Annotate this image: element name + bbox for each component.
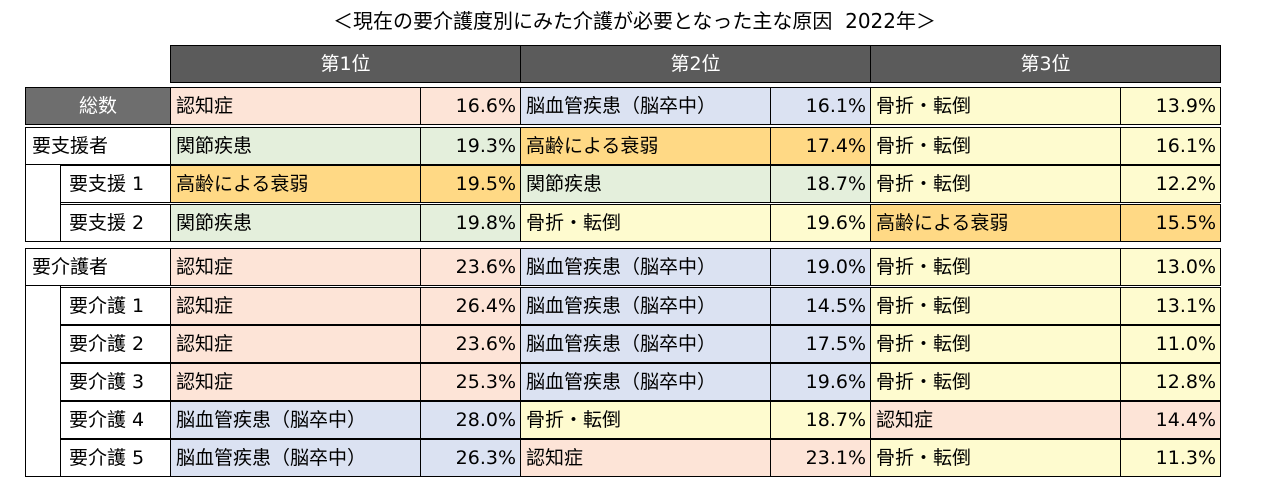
cause-percentage: 13.9%	[1120, 87, 1221, 125]
cause-name: 高齢による衰弱	[170, 165, 421, 203]
cause-percentage: 12.8%	[1120, 363, 1221, 401]
cause-percentage: 16.1%	[770, 87, 871, 125]
cause-percentage: 18.7%	[770, 401, 871, 439]
cause-percentage: 16.6%	[420, 87, 521, 125]
row-label: 要介護 1	[60, 287, 171, 325]
cause-percentage: 19.0%	[770, 248, 871, 286]
cause-percentage: 17.5%	[770, 325, 871, 363]
cause-percentage: 16.1%	[1120, 127, 1221, 165]
cause-percentage: 14.5%	[770, 287, 871, 325]
group-bracket	[25, 248, 61, 477]
cause-name: 脳血管疾患（脳卒中）	[520, 363, 771, 401]
cause-name: 関節疾患	[170, 127, 421, 165]
cause-name: 関節疾患	[520, 165, 771, 203]
cause-percentage: 23.6%	[420, 325, 521, 363]
cause-name: 認知症	[170, 248, 421, 286]
cause-percentage: 25.3%	[420, 363, 521, 401]
cause-percentage: 19.8%	[420, 204, 521, 242]
row-label: 要介護 4	[60, 401, 171, 439]
cause-percentage: 19.5%	[420, 165, 521, 203]
cause-percentage: 19.6%	[770, 363, 871, 401]
cause-percentage: 13.0%	[1120, 248, 1221, 286]
cause-percentage: 11.3%	[1120, 439, 1221, 477]
cause-name: 関節疾患	[170, 204, 421, 242]
cause-name: 骨折・転倒	[870, 87, 1121, 125]
cause-name: 骨折・転倒	[520, 204, 771, 242]
row-label: 要介護 3	[60, 363, 171, 401]
cause-percentage: 18.7%	[770, 165, 871, 203]
cause-name: 高齢による衰弱	[870, 204, 1121, 242]
cause-name: 骨折・転倒	[870, 287, 1121, 325]
row-label: 要介護者	[25, 248, 171, 286]
cause-name: 脳血管疾患（脳卒中）	[520, 287, 771, 325]
cause-name: 脳血管疾患（脳卒中）	[520, 248, 771, 286]
cause-percentage: 19.6%	[770, 204, 871, 242]
cause-name: 認知症	[870, 401, 1121, 439]
row-label: 要支援 1	[60, 165, 171, 203]
cause-name: 脳血管疾患（脳卒中）	[520, 87, 771, 125]
cause-percentage: 11.0%	[1120, 325, 1221, 363]
cause-name: 認知症	[170, 287, 421, 325]
cause-name: 骨折・転倒	[870, 325, 1121, 363]
row-label: 要介護 5	[60, 439, 171, 477]
cause-percentage: 17.4%	[770, 127, 871, 165]
cause-name: 脳血管疾患（脳卒中）	[170, 439, 421, 477]
cause-name: 骨折・転倒	[870, 165, 1121, 203]
row-label: 要介護 2	[60, 325, 171, 363]
cause-percentage: 15.5%	[1120, 204, 1221, 242]
cause-percentage: 14.4%	[1120, 401, 1221, 439]
cause-name: 骨折・転倒	[870, 248, 1121, 286]
cause-name: 脳血管疾患（脳卒中）	[520, 325, 771, 363]
cause-name: 脳血管疾患（脳卒中）	[170, 401, 421, 439]
cause-name: 骨折・転倒	[870, 363, 1121, 401]
cause-name: 骨折・転倒	[870, 439, 1121, 477]
row-label: 総数	[25, 87, 171, 125]
cause-percentage: 13.1%	[1120, 287, 1221, 325]
page-title: ＜現在の要介護度別にみた介護が必要となった主な原因 2022年＞	[332, 9, 936, 33]
rank-header-3: 第3位	[870, 45, 1221, 83]
cause-percentage: 23.1%	[770, 439, 871, 477]
cause-percentage: 26.3%	[420, 439, 521, 477]
cause-name: 認知症	[520, 439, 771, 477]
cause-percentage: 19.3%	[420, 127, 521, 165]
row-label: 要支援者	[25, 127, 171, 165]
rank-header-1: 第1位	[170, 45, 521, 83]
cause-name: 骨折・転倒	[870, 127, 1121, 165]
cause-percentage: 28.0%	[420, 401, 521, 439]
cause-percentage: 23.6%	[420, 248, 521, 286]
row-label: 要支援 2	[60, 204, 171, 242]
cause-percentage: 26.4%	[420, 287, 521, 325]
cause-name: 高齢による衰弱	[520, 127, 771, 165]
cause-name: 認知症	[170, 87, 421, 125]
cause-name: 認知症	[170, 325, 421, 363]
cause-name: 骨折・転倒	[520, 401, 771, 439]
cause-name: 認知症	[170, 363, 421, 401]
cause-percentage: 12.2%	[1120, 165, 1221, 203]
rank-header-2: 第2位	[520, 45, 871, 83]
